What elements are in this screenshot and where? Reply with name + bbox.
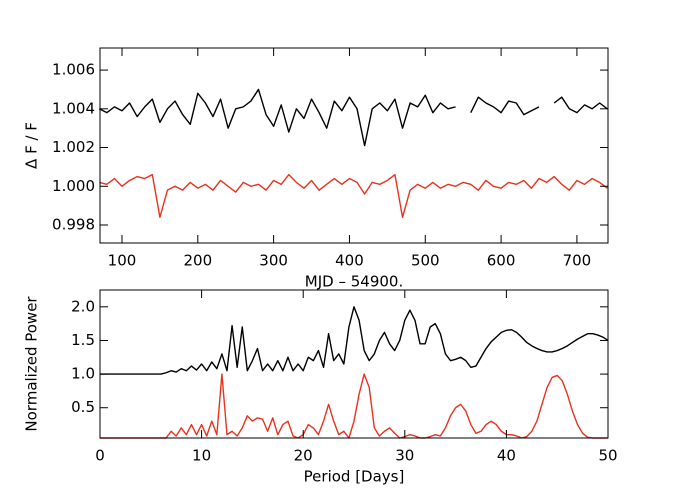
data-line <box>100 306 609 375</box>
y-tick-label: 2.0 <box>71 297 95 315</box>
data-line <box>100 373 608 439</box>
y-tick-label: 1.006 <box>52 61 95 79</box>
y-tick-label: 1.004 <box>52 99 95 117</box>
x-tick-label: 10 <box>192 447 211 465</box>
x-tick-label: 300 <box>259 252 288 270</box>
y-tick-label: 1.0 <box>71 365 95 383</box>
y-axis-title: Normalized Power <box>23 296 41 432</box>
y-tick-label: 0.998 <box>52 215 95 233</box>
x-tick-label: 100 <box>108 252 137 270</box>
plot-frame <box>99 289 609 439</box>
x-tick-label: 200 <box>183 252 212 270</box>
x-tick-label: 0 <box>95 447 105 465</box>
x-tick-label: 400 <box>335 252 364 270</box>
x-axis-title: MJD – 54900. <box>305 273 403 291</box>
y-axis-title: Δ F / F <box>23 122 41 169</box>
x-tick-label: 700 <box>563 252 592 270</box>
x-tick-label: 50 <box>598 447 617 465</box>
x-tick-label: 30 <box>395 447 414 465</box>
x-tick-label: 600 <box>487 252 516 270</box>
y-tick-label: 1.000 <box>52 177 95 195</box>
x-axis-title: Period [Days] <box>304 468 405 486</box>
x-tick-label: 20 <box>294 447 313 465</box>
data-line <box>99 173 608 218</box>
plot-frame <box>99 47 609 244</box>
y-tick-label: 1.002 <box>52 138 95 156</box>
y-tick-label: 1.5 <box>71 331 95 349</box>
y-tick-label: 0.5 <box>71 398 95 416</box>
x-tick-label: 40 <box>497 447 516 465</box>
data-line <box>98 88 608 147</box>
x-tick-label: 500 <box>411 252 440 270</box>
